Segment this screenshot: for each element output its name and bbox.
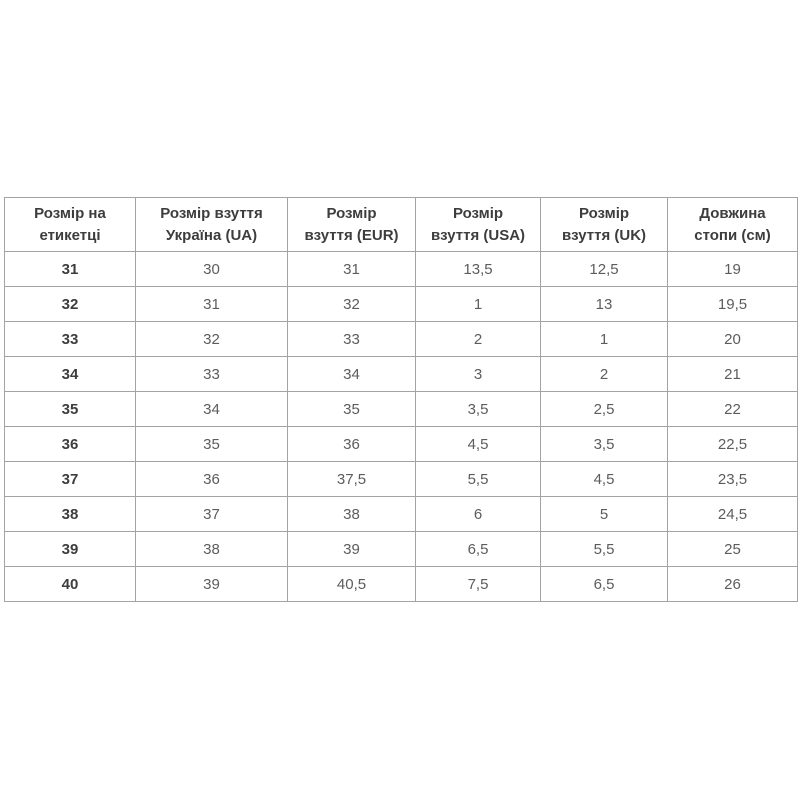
header-cell-col4: Розмір взуття (USA) — [415, 197, 541, 252]
size-value-cell: 13,5 — [415, 251, 541, 287]
size-value-cell: 37 — [135, 496, 288, 532]
label-size-cell: 32 — [4, 286, 136, 322]
size-value-cell: 6 — [415, 496, 541, 532]
table-row: 32 31 32 1 13 19,5 — [4, 286, 798, 322]
label-size-cell: 33 — [4, 321, 136, 357]
size-value-cell: 12,5 — [540, 251, 668, 287]
size-value-cell: 4,5 — [540, 461, 668, 497]
size-value-cell: 19,5 — [667, 286, 798, 322]
label-size-cell: 34 — [4, 356, 136, 392]
size-value-cell: 6,5 — [415, 531, 541, 567]
header-cell-col5: Розмір взуття (UK) — [540, 197, 668, 252]
table-row: 40 39 40,5 7,5 6,5 26 — [4, 566, 798, 602]
size-value-cell: 2 — [540, 356, 668, 392]
size-value-cell: 21 — [667, 356, 798, 392]
header-cell-col2: Розмір взуття Україна (UA) — [135, 197, 288, 252]
size-value-cell: 33 — [287, 321, 416, 357]
table-row: 35 34 35 3,5 2,5 22 — [4, 391, 798, 427]
size-value-cell: 36 — [135, 461, 288, 497]
size-value-cell: 31 — [135, 286, 288, 322]
header-cell-line: стопи (см) — [694, 226, 771, 244]
header-cell-line: Україна (UA) — [165, 226, 258, 244]
header-cell-line: взуття (EUR) — [304, 226, 399, 244]
label-size-cell: 39 — [4, 531, 136, 567]
size-value-cell: 35 — [135, 426, 288, 462]
header-cell-line: етикетці — [39, 226, 101, 244]
size-value-cell: 2,5 — [540, 391, 668, 427]
size-value-cell: 39 — [287, 531, 416, 567]
size-value-cell: 38 — [135, 531, 288, 567]
size-value-cell: 25 — [667, 531, 798, 567]
header-cell-col1: Розмір на етикетці — [4, 197, 136, 252]
table-row: 34 33 34 3 2 21 — [4, 356, 798, 392]
size-value-cell: 19 — [667, 251, 798, 287]
size-value-cell: 22,5 — [667, 426, 798, 462]
table-header-row: Розмір на етикетці Розмір взуття Україна (U… — [4, 197, 798, 252]
size-value-cell: 20 — [667, 321, 798, 357]
label-size-cell: 35 — [4, 391, 136, 427]
table-row: 37 36 37,5 5,5 4,5 23,5 — [4, 461, 798, 497]
size-value-cell: 33 — [135, 356, 288, 392]
header-cell-col3: Розмір взуття (EUR) — [287, 197, 416, 252]
label-size-cell: 36 — [4, 426, 136, 462]
table-row: 39 38 39 6,5 5,5 25 — [4, 531, 798, 567]
shoe-size-conversion-table: Розмір на етикетці Розмір взуття Україна (U… — [4, 197, 798, 602]
label-size-cell: 37 — [4, 461, 136, 497]
size-value-cell: 22 — [667, 391, 798, 427]
size-value-cell: 32 — [287, 286, 416, 322]
size-value-cell: 35 — [287, 391, 416, 427]
size-value-cell: 13 — [540, 286, 668, 322]
header-cell-line: взуття (USA) — [430, 226, 526, 244]
header-cell-line: Розмір взуття — [160, 204, 263, 222]
size-value-cell: 36 — [287, 426, 416, 462]
table-row: 38 37 38 6 5 24,5 — [4, 496, 798, 532]
size-value-cell: 3 — [415, 356, 541, 392]
label-size-cell: 40 — [4, 566, 136, 602]
size-value-cell: 31 — [287, 251, 416, 287]
size-value-cell: 5,5 — [540, 531, 668, 567]
size-value-cell: 23,5 — [667, 461, 798, 497]
size-value-cell: 6,5 — [540, 566, 668, 602]
label-size-cell: 38 — [4, 496, 136, 532]
size-value-cell: 4,5 — [415, 426, 541, 462]
size-value-cell: 40,5 — [287, 566, 416, 602]
size-value-cell: 2 — [415, 321, 541, 357]
size-value-cell: 38 — [287, 496, 416, 532]
size-value-cell: 32 — [135, 321, 288, 357]
size-value-cell: 37,5 — [287, 461, 416, 497]
size-value-cell: 30 — [135, 251, 288, 287]
size-value-cell: 3,5 — [415, 391, 541, 427]
header-cell-line: Довжина — [699, 204, 766, 222]
size-value-cell: 5,5 — [415, 461, 541, 497]
size-value-cell: 39 — [135, 566, 288, 602]
size-value-cell: 1 — [415, 286, 541, 322]
size-value-cell: 34 — [135, 391, 288, 427]
size-value-cell: 7,5 — [415, 566, 541, 602]
table-row: 33 32 33 2 1 20 — [4, 321, 798, 357]
size-value-cell: 26 — [667, 566, 798, 602]
size-value-cell: 5 — [540, 496, 668, 532]
header-cell-line: Розмір — [578, 204, 630, 222]
label-size-cell: 31 — [4, 251, 136, 287]
size-value-cell: 3,5 — [540, 426, 668, 462]
size-value-cell: 24,5 — [667, 496, 798, 532]
size-value-cell: 34 — [287, 356, 416, 392]
size-value-cell: 1 — [540, 321, 668, 357]
header-cell-col6: Довжина стопи (см) — [667, 197, 798, 252]
header-cell-line: Розмір — [326, 204, 377, 222]
header-cell-line: взуття (UK) — [561, 226, 647, 244]
header-cell-line: Розмір — [452, 204, 504, 222]
header-cell-line: Розмір на — [34, 204, 106, 222]
table-row: 36 35 36 4,5 3,5 22,5 — [4, 426, 798, 462]
table-row: 31 30 31 13,5 12,5 19 — [4, 251, 798, 287]
